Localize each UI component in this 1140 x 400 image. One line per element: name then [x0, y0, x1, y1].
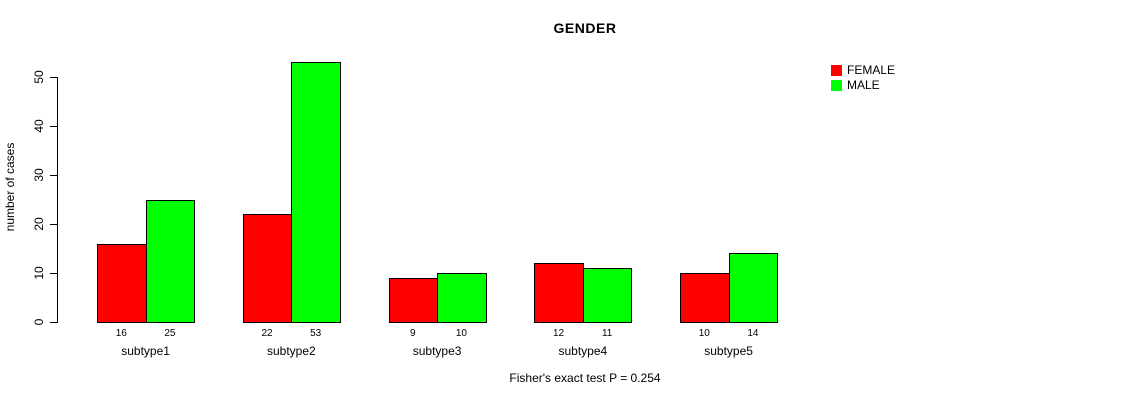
bar-value-label-female-subtype2: 22 — [261, 328, 273, 339]
bar-female-subtype5 — [680, 273, 730, 323]
bar-value-label-male-subtype2: 53 — [310, 328, 322, 339]
bar-male-subtype1 — [145, 199, 196, 323]
bar-value-label-male-subtype3: 10 — [455, 328, 467, 339]
y-tick-mark — [50, 77, 57, 78]
bar-male-subtype4 — [582, 268, 633, 323]
bar-value-label-female-subtype5: 10 — [698, 328, 710, 339]
bar-value-label-female-subtype4: 12 — [552, 328, 565, 339]
y-tick-label-text: 30 — [32, 168, 46, 182]
y-tick-mark — [50, 322, 57, 323]
caption-text: Fisher's exact test P = 0.254 — [509, 371, 661, 385]
y-axis-line — [57, 77, 58, 323]
legend-swatch-female — [831, 65, 842, 76]
legend-swatch-male — [831, 80, 842, 91]
bar-female-subtype1 — [97, 243, 147, 323]
bar-value-label-female-subtype1: 16 — [115, 328, 127, 339]
y-tick-mark — [50, 126, 57, 127]
y-tick-label-text: 10 — [32, 266, 46, 280]
y-tick-label-text: 20 — [32, 217, 46, 231]
category-label-subtype2: subtype2 — [266, 344, 316, 358]
y-tick-mark — [50, 224, 57, 225]
category-label-subtype5: subtype5 — [704, 344, 753, 358]
legend-label-female: FEMALE — [847, 63, 896, 77]
bar-value-label-male-subtype1: 25 — [164, 328, 176, 339]
bar-male-subtype3 — [437, 273, 487, 323]
bar-female-subtype4 — [534, 263, 584, 323]
y-tick-label-text: 40 — [32, 119, 46, 133]
legend-label-male: MALE — [847, 78, 880, 92]
bar-value-label-male-subtype5: 14 — [747, 328, 759, 339]
y-tick-label-text: 0 — [32, 318, 46, 326]
chart-title: GENDER — [553, 20, 617, 36]
y-axis-title-text: number of cases — [3, 142, 17, 232]
y-tick-mark — [50, 273, 57, 274]
category-label-subtype4: subtype4 — [558, 344, 608, 358]
bar-female-subtype2 — [242, 214, 293, 323]
y-tick-mark — [50, 175, 57, 176]
bar-male-subtype2 — [291, 62, 341, 323]
y-tick-label-text: 50 — [32, 70, 46, 84]
bar-value-label-male-subtype4: 11 — [601, 328, 613, 339]
bar-male-subtype5 — [728, 253, 779, 323]
bar-value-label-female-subtype3: 9 — [410, 328, 416, 339]
category-label-subtype1: subtype1 — [121, 344, 170, 358]
bar-female-subtype3 — [388, 277, 439, 323]
category-label-subtype3: subtype3 — [412, 344, 462, 358]
